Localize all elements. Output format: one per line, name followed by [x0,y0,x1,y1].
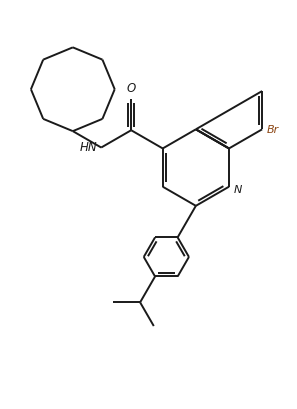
Text: Br: Br [266,124,279,134]
Text: O: O [127,82,136,94]
Text: HN: HN [79,141,97,153]
Text: N: N [233,184,242,194]
